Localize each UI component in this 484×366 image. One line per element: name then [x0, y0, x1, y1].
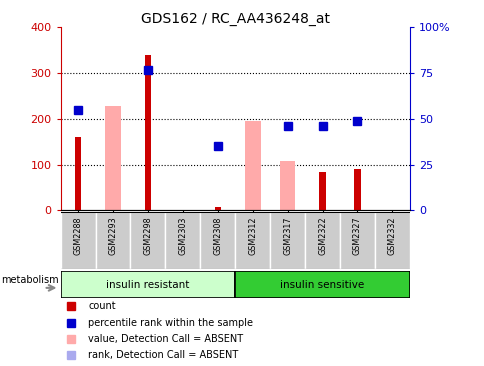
Text: percentile rank within the sample: percentile rank within the sample — [88, 318, 253, 328]
Text: value, Detection Call = ABSENT: value, Detection Call = ABSENT — [88, 334, 243, 344]
Bar — [339, 212, 374, 269]
Bar — [75, 137, 81, 210]
Bar — [374, 212, 409, 269]
Text: GSM2327: GSM2327 — [352, 217, 361, 255]
Text: GSM2317: GSM2317 — [283, 217, 291, 255]
Text: metabolism: metabolism — [1, 276, 59, 285]
Bar — [214, 207, 220, 210]
Text: GSM2288: GSM2288 — [74, 217, 82, 255]
Bar — [354, 169, 360, 210]
Text: GSM2322: GSM2322 — [318, 217, 326, 255]
Text: GSM2312: GSM2312 — [248, 217, 257, 255]
Bar — [235, 212, 270, 269]
Title: GDS162 / RC_AA436248_at: GDS162 / RC_AA436248_at — [140, 12, 329, 26]
Bar — [279, 161, 295, 210]
Text: GSM2298: GSM2298 — [143, 217, 152, 255]
Bar — [60, 212, 95, 269]
Bar — [304, 212, 339, 269]
Bar — [130, 212, 165, 269]
Text: insulin sensitive: insulin sensitive — [280, 280, 364, 290]
Bar — [235, 271, 409, 298]
Bar — [200, 212, 235, 269]
Bar — [270, 212, 304, 269]
Bar — [319, 172, 325, 210]
Text: GSM2332: GSM2332 — [387, 217, 396, 255]
Text: GSM2303: GSM2303 — [178, 217, 187, 255]
Bar — [165, 212, 200, 269]
Text: GSM2308: GSM2308 — [213, 217, 222, 255]
Text: rank, Detection Call = ABSENT: rank, Detection Call = ABSENT — [88, 350, 238, 360]
Bar — [95, 212, 130, 269]
Bar — [244, 121, 260, 210]
Text: GSM2293: GSM2293 — [108, 217, 117, 255]
Text: count: count — [88, 302, 116, 311]
Bar — [60, 271, 235, 298]
Bar — [105, 106, 121, 210]
Bar — [145, 55, 151, 210]
Text: insulin resistant: insulin resistant — [106, 280, 189, 290]
